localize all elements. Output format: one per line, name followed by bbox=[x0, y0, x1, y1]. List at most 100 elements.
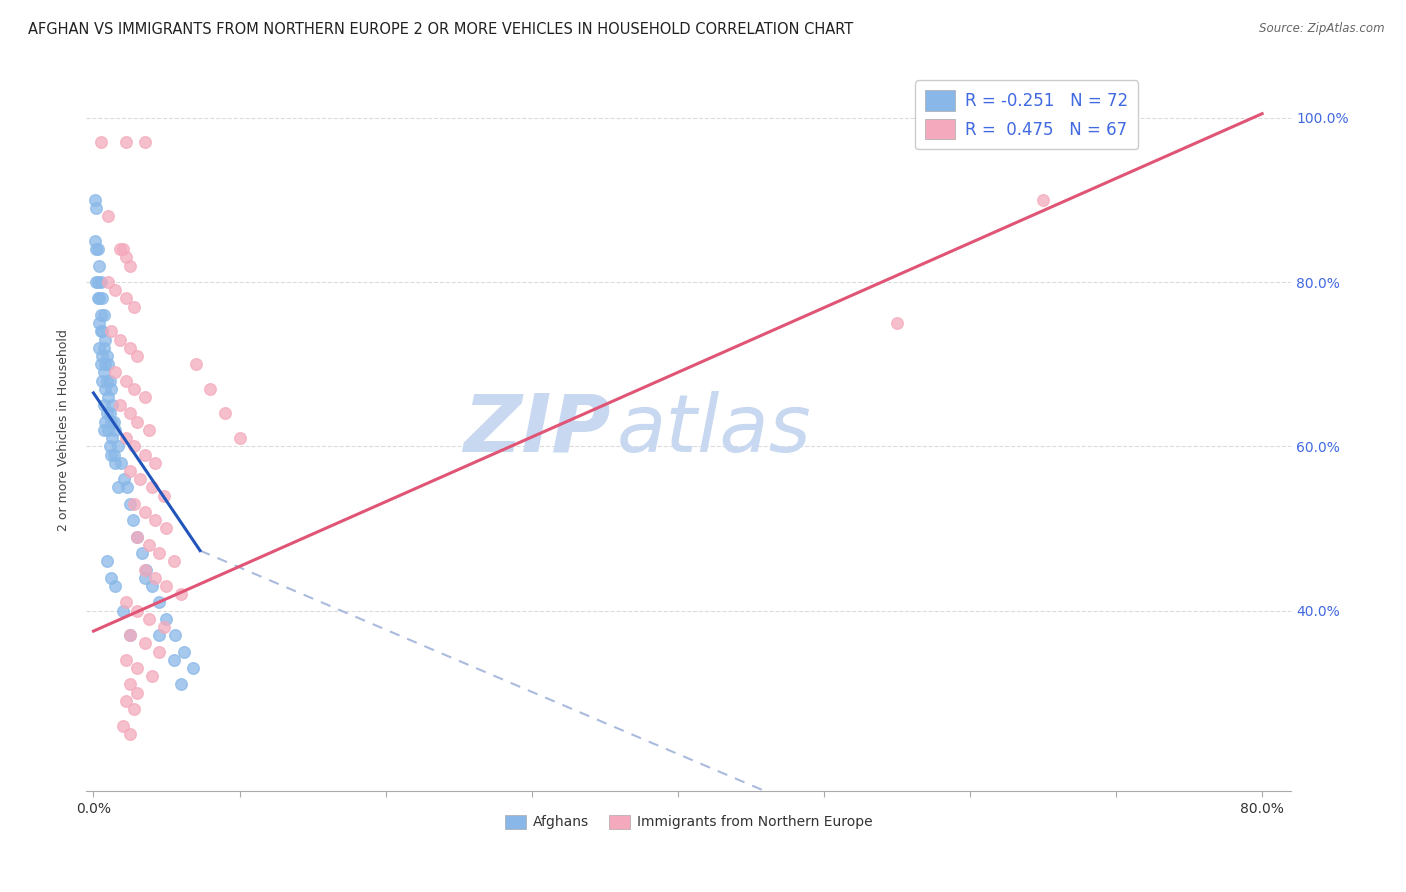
Point bbox=[114, 136, 136, 150]
Point bbox=[93, 341, 115, 355]
Point bbox=[111, 718, 134, 732]
Point bbox=[118, 497, 141, 511]
Point bbox=[98, 407, 121, 421]
Point bbox=[89, 341, 111, 355]
Point bbox=[118, 407, 141, 421]
Point bbox=[100, 324, 122, 338]
Point bbox=[1032, 193, 1054, 207]
Point bbox=[134, 136, 156, 150]
Y-axis label: 2 or more Vehicles in Household: 2 or more Vehicles in Household bbox=[58, 329, 70, 531]
Point bbox=[114, 694, 136, 708]
Point bbox=[122, 513, 145, 527]
Point bbox=[93, 423, 115, 437]
Point bbox=[165, 628, 187, 642]
Point bbox=[118, 464, 141, 478]
Point bbox=[143, 456, 166, 470]
Point bbox=[124, 300, 146, 314]
Point bbox=[112, 472, 135, 486]
Point bbox=[124, 702, 146, 716]
Point bbox=[87, 242, 110, 256]
Point bbox=[124, 439, 146, 453]
Point bbox=[138, 423, 160, 437]
Point bbox=[101, 398, 124, 412]
Point bbox=[98, 439, 121, 453]
Point bbox=[118, 341, 141, 355]
Point bbox=[89, 316, 111, 330]
Point bbox=[134, 636, 156, 650]
Point bbox=[107, 439, 129, 453]
Point bbox=[181, 661, 204, 675]
Point bbox=[143, 571, 166, 585]
Point bbox=[152, 620, 174, 634]
Point bbox=[87, 275, 110, 289]
Point bbox=[129, 472, 152, 486]
Point bbox=[86, 275, 108, 289]
Point bbox=[98, 374, 121, 388]
Point bbox=[886, 316, 908, 330]
Point bbox=[170, 677, 193, 691]
Point bbox=[87, 292, 110, 306]
Point bbox=[90, 308, 112, 322]
Point bbox=[94, 333, 117, 347]
Point bbox=[97, 390, 120, 404]
Point bbox=[90, 357, 112, 371]
Point bbox=[91, 374, 114, 388]
Point bbox=[155, 521, 177, 535]
Point bbox=[148, 628, 170, 642]
Point bbox=[124, 497, 146, 511]
Point bbox=[104, 579, 127, 593]
Point bbox=[114, 292, 136, 306]
Point bbox=[107, 480, 129, 494]
Point bbox=[100, 382, 122, 396]
Point bbox=[94, 415, 117, 429]
Point bbox=[134, 562, 156, 576]
Point bbox=[127, 661, 149, 675]
Point bbox=[97, 210, 120, 224]
Point bbox=[141, 669, 163, 683]
Text: ZIP: ZIP bbox=[463, 391, 610, 469]
Point bbox=[155, 579, 177, 593]
Point bbox=[96, 554, 118, 568]
Point bbox=[90, 275, 112, 289]
Point bbox=[108, 398, 131, 412]
Point bbox=[104, 283, 127, 297]
Point bbox=[135, 562, 157, 576]
Point bbox=[173, 645, 195, 659]
Point bbox=[101, 431, 124, 445]
Point bbox=[155, 612, 177, 626]
Point bbox=[108, 333, 131, 347]
Point bbox=[170, 587, 193, 601]
Point bbox=[127, 686, 149, 700]
Point bbox=[103, 448, 125, 462]
Point bbox=[148, 645, 170, 659]
Point bbox=[163, 653, 186, 667]
Point bbox=[89, 259, 111, 273]
Point bbox=[127, 530, 149, 544]
Point bbox=[91, 292, 114, 306]
Point bbox=[96, 349, 118, 363]
Point bbox=[127, 604, 149, 618]
Point bbox=[96, 407, 118, 421]
Point bbox=[111, 242, 134, 256]
Text: AFGHAN VS IMMIGRANTS FROM NORTHERN EUROPE 2 OR MORE VEHICLES IN HOUSEHOLD CORREL: AFGHAN VS IMMIGRANTS FROM NORTHERN EUROP… bbox=[28, 22, 853, 37]
Point bbox=[94, 382, 117, 396]
Point bbox=[93, 308, 115, 322]
Point bbox=[118, 628, 141, 642]
Point bbox=[90, 136, 112, 150]
Point bbox=[115, 480, 138, 494]
Point bbox=[163, 554, 186, 568]
Point bbox=[959, 136, 981, 150]
Point bbox=[127, 530, 149, 544]
Point bbox=[141, 579, 163, 593]
Point bbox=[103, 415, 125, 429]
Point bbox=[104, 365, 127, 379]
Point bbox=[138, 612, 160, 626]
Point bbox=[141, 480, 163, 494]
Point bbox=[228, 431, 250, 445]
Point bbox=[200, 382, 222, 396]
Point bbox=[108, 242, 131, 256]
Text: atlas: atlas bbox=[616, 391, 811, 469]
Point bbox=[93, 365, 115, 379]
Point bbox=[114, 251, 136, 265]
Point bbox=[86, 242, 108, 256]
